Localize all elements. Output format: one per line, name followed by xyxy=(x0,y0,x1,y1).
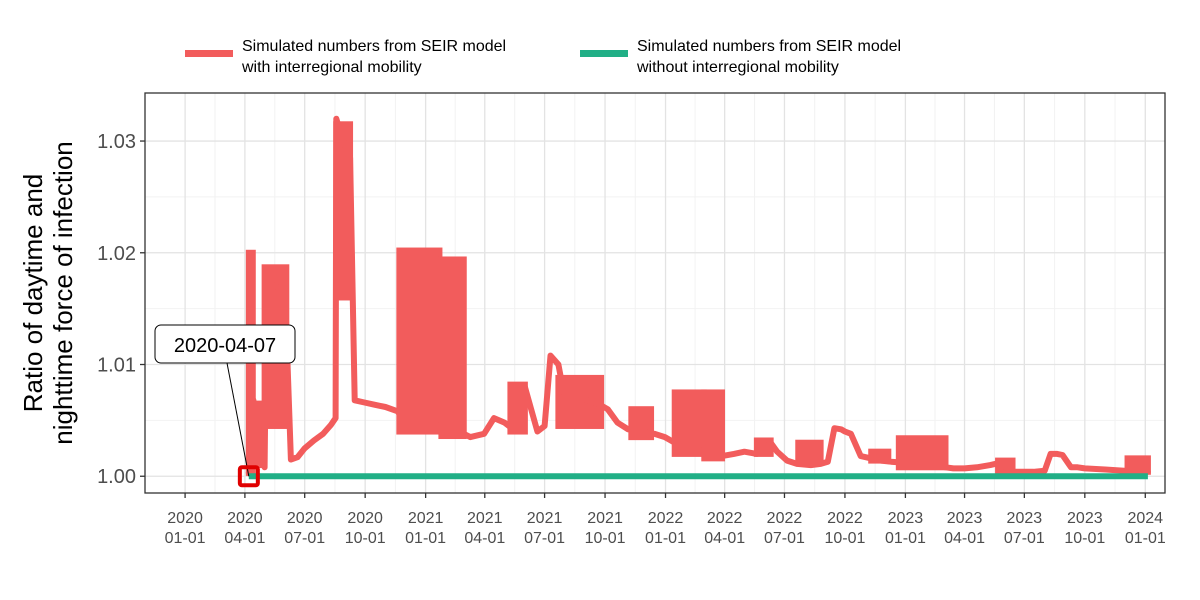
x-tick-label: 2021 04-01 xyxy=(464,510,505,547)
y-axis: 1.00 1.01 1.02 1.03 xyxy=(97,131,145,488)
legend-label-line: Simulated numbers from SEIR model xyxy=(242,38,506,55)
x-tick-label: 2020 04-01 xyxy=(224,510,265,547)
x-tick-label-line: 01-01 xyxy=(645,530,686,547)
y-tick-label: 1.01 xyxy=(97,355,136,377)
x-tick-label: 2023 01-01 xyxy=(885,510,926,547)
x-tick-label-line: 2021 xyxy=(467,510,503,527)
legend-label-line: without interregional mobility xyxy=(636,59,839,76)
legend-label-line: with interregional mobility xyxy=(241,59,422,76)
x-tick-label: 2020 10-01 xyxy=(345,510,386,547)
x-tick-label-line: 10-01 xyxy=(585,530,626,547)
x-tick-label-line: 2023 xyxy=(888,510,924,527)
x-tick-label-line: 07-01 xyxy=(764,530,805,547)
plot-panel xyxy=(144,92,1166,494)
x-tick-label: 2023 07-01 xyxy=(1004,510,1045,547)
x-tick-label: 2020 01-01 xyxy=(165,510,206,547)
x-tick-label: 2023 04-01 xyxy=(944,510,985,547)
x-tick-label-line: 2020 xyxy=(227,510,263,527)
x-tick-label-line: 2021 xyxy=(408,510,444,527)
y-axis-title-text: Ratio of daytime andnighttime force of i… xyxy=(18,141,78,445)
x-tick-label-line: 07-01 xyxy=(524,530,565,547)
plot-background xyxy=(145,93,1165,493)
oscillation-band xyxy=(701,389,726,462)
annotation-label: 2020-04-07 xyxy=(174,335,276,357)
legend-label-line: Simulated numbers from SEIR model xyxy=(637,38,901,55)
x-tick-label-line: 07-01 xyxy=(284,530,325,547)
x-tick-label-line: 2021 xyxy=(587,510,623,527)
x-tick-label-line: 10-01 xyxy=(824,530,865,547)
x-tick-label-line: 01-01 xyxy=(1125,530,1166,547)
y-axis-title-line: nighttime force of infection xyxy=(48,141,78,445)
x-tick-label-line: 2020 xyxy=(167,510,203,527)
annotation-leader xyxy=(226,362,250,477)
x-tick-label-line: 2023 xyxy=(1007,510,1043,527)
x-tick-label-line: 2022 xyxy=(767,510,803,527)
x-tick-label: 2022 04-01 xyxy=(704,510,745,547)
legend-label: Simulated numbers from SEIR model with in… xyxy=(241,38,506,76)
x-tick-label-line: 01-01 xyxy=(885,530,926,547)
plot-border xyxy=(144,92,1166,494)
x-tick-label: 2021 10-01 xyxy=(585,510,626,547)
x-tick-label-line: 2024 xyxy=(1127,510,1163,527)
y-axis-title-line: Ratio of daytime and xyxy=(18,174,48,412)
annotation-box xyxy=(154,324,296,364)
y-tick-label: 1.03 xyxy=(97,131,136,153)
annotation-marker xyxy=(237,465,260,488)
x-tick-label: 2024 01-01 xyxy=(1125,510,1166,547)
oscillation-band xyxy=(438,256,467,440)
x-tick-label-line: 07-01 xyxy=(1004,530,1045,547)
x-tick-label: 2022 07-01 xyxy=(764,510,805,547)
legend-key xyxy=(580,50,628,57)
annotation: 2020-04-07 xyxy=(154,324,296,488)
y-axis-title: Ratio of daytime andnighttime force of i… xyxy=(18,141,78,445)
x-tick-label: 2023 10-01 xyxy=(1064,510,1105,547)
x-tick-label: 2022 01-01 xyxy=(645,510,686,547)
series-with-mobility xyxy=(245,115,1151,476)
x-tick-label-line: 04-01 xyxy=(704,530,745,547)
x-tick-label-line: 04-01 xyxy=(224,530,265,547)
legend: Simulated numbers from SEIR model with in… xyxy=(185,38,901,76)
x-tick-label-line: 10-01 xyxy=(345,530,386,547)
x-tick-label-line: 2022 xyxy=(827,510,863,527)
x-tick-label-line: 2022 xyxy=(707,510,743,527)
legend-item: Simulated numbers from SEIR model with in… xyxy=(185,38,506,76)
oscillation-band xyxy=(396,247,443,435)
x-tick-label: 2021 07-01 xyxy=(524,510,565,547)
y-tick-label: 1.02 xyxy=(97,243,136,265)
x-tick-label-line: 2022 xyxy=(648,510,684,527)
x-tick-label-line: 2023 xyxy=(1067,510,1103,527)
x-tick-label-line: 2023 xyxy=(947,510,983,527)
legend-label: Simulated numbers from SEIR model without… xyxy=(636,38,901,76)
x-tick-label-line: 01-01 xyxy=(405,530,446,547)
x-tick-label: 2021 01-01 xyxy=(405,510,446,547)
x-tick-label-line: 04-01 xyxy=(944,530,985,547)
legend-key xyxy=(185,50,233,57)
x-tick-label-line: 2020 xyxy=(347,510,383,527)
x-tick-label-line: 2020 xyxy=(287,510,323,527)
series-line-with-mobility xyxy=(245,115,1151,476)
y-tick-label: 1.00 xyxy=(97,466,136,488)
x-tick-label-line: 04-01 xyxy=(464,530,505,547)
x-tick-label: 2022 10-01 xyxy=(824,510,865,547)
legend-item: Simulated numbers from SEIR model without… xyxy=(580,38,901,76)
x-tick-label-line: 10-01 xyxy=(1064,530,1105,547)
x-tick-label: 2020 07-01 xyxy=(284,510,325,547)
x-tick-label-line: 01-01 xyxy=(165,530,206,547)
x-tick-label-line: 2021 xyxy=(527,510,563,527)
